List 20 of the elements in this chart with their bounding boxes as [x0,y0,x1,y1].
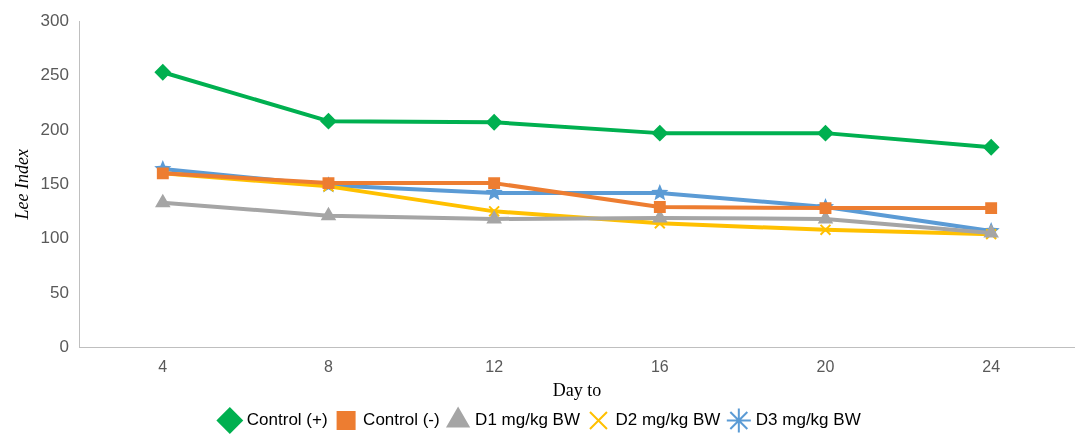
y-tick-label: 50 [50,282,69,302]
y-tick-label: 250 [40,65,69,85]
x-tick-label: 4 [158,358,168,376]
y-tick-label: 300 [40,10,69,30]
x-axis-title: Day to [552,379,602,400]
x-tick-label: 24 [982,358,1001,376]
y-axis-title: Lee Index [11,148,32,221]
x-tick-label: 12 [485,358,504,376]
legend-label: D1 mg/kg BW [475,410,580,430]
x-tick-label: 16 [650,358,669,376]
y-tick-label: 200 [40,119,69,139]
y-tick-label: 150 [40,173,69,193]
y-tick-label: 100 [40,228,69,248]
x-tick-label: 20 [816,358,835,376]
x-tick-label: 8 [324,358,334,376]
y-tick-label: 0 [59,336,69,356]
legend-label: Control (-) [363,410,440,430]
legend-label: Control (+) [246,410,328,430]
legend-label: D3 mg/kg BW [755,410,861,430]
legend-label: D2 mg/kg BW [615,410,721,430]
